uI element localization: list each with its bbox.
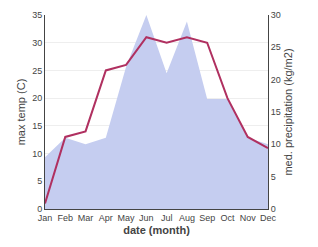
svg-text:15: 15	[271, 107, 281, 117]
svg-text:30: 30	[32, 38, 42, 48]
svg-text:30: 30	[271, 10, 281, 20]
svg-text:max temp (C): max temp (C)	[15, 79, 27, 146]
svg-text:Nov: Nov	[240, 213, 257, 223]
svg-text:Oct: Oct	[220, 213, 235, 223]
svg-text:25: 25	[271, 42, 281, 52]
svg-text:20: 20	[271, 75, 281, 85]
svg-text:25: 25	[32, 66, 42, 76]
svg-text:Apr: Apr	[99, 213, 113, 223]
svg-text:0: 0	[271, 204, 276, 214]
svg-text:Jul: Jul	[161, 213, 173, 223]
svg-text:0: 0	[37, 204, 42, 214]
svg-text:10: 10	[32, 149, 42, 159]
svg-text:10: 10	[271, 139, 281, 149]
svg-text:35: 35	[32, 10, 42, 20]
svg-text:Jan: Jan	[38, 213, 53, 223]
svg-text:date (month): date (month)	[123, 224, 190, 236]
svg-text:May: May	[118, 213, 136, 223]
svg-text:Aug: Aug	[179, 213, 195, 223]
svg-text:Feb: Feb	[58, 213, 74, 223]
svg-text:med. precipitation (kg/m2): med. precipitation (kg/m2)	[282, 48, 294, 175]
svg-text:Sep: Sep	[199, 213, 215, 223]
svg-text:5: 5	[271, 172, 276, 182]
svg-text:5: 5	[37, 176, 42, 186]
svg-text:Mar: Mar	[78, 213, 94, 223]
svg-text:20: 20	[32, 93, 42, 103]
svg-text:Dec: Dec	[260, 213, 277, 223]
svg-text:15: 15	[32, 121, 42, 131]
svg-text:Jun: Jun	[139, 213, 154, 223]
